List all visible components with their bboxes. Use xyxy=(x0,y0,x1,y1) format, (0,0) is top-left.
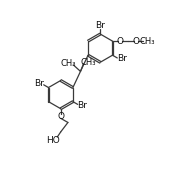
Text: O: O xyxy=(117,37,124,46)
Text: Br: Br xyxy=(78,101,87,110)
Text: HO: HO xyxy=(46,136,60,145)
Text: CH₃: CH₃ xyxy=(60,59,76,68)
Text: Br: Br xyxy=(117,55,127,63)
Text: Br: Br xyxy=(34,79,44,88)
Text: O: O xyxy=(133,37,140,46)
Text: Br: Br xyxy=(95,21,105,30)
Text: CH₃: CH₃ xyxy=(81,58,97,67)
Text: O: O xyxy=(57,112,64,121)
Text: CH₃: CH₃ xyxy=(140,37,155,46)
